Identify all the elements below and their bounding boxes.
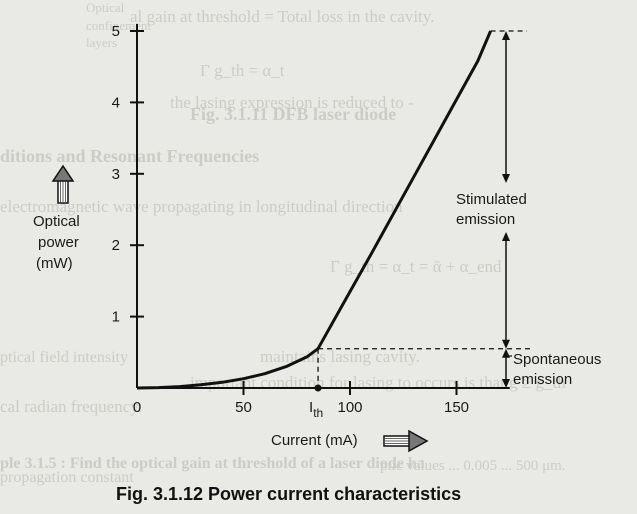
x-tick-label-100: 100	[337, 399, 362, 416]
threshold-label-main: I	[309, 399, 313, 416]
spontaneous-label-line2: emission	[513, 371, 572, 388]
stimulated-arrow-upper	[502, 31, 510, 183]
bg-opt: ptical field intensity	[0, 349, 128, 366]
y-axis-title-group: Optical power (mW)	[33, 164, 80, 272]
annotation-arrows	[502, 31, 512, 388]
bg-em: electromagnetic wave propagating in long…	[0, 197, 403, 216]
figure-caption: Fig. 3.1.12 Power current characteristic…	[116, 484, 461, 504]
stimulated-arrow-lower	[502, 232, 510, 349]
up-arrow-icon	[51, 164, 75, 204]
stimulated-label-line2: emission	[456, 211, 515, 228]
x-tick-label-0: 0	[133, 399, 141, 416]
stimulated-label-line1: Stimulated	[456, 191, 527, 208]
threshold-point	[314, 384, 322, 392]
spontaneous-label-line1: Spontaneous	[513, 351, 601, 368]
power-current-curve	[136, 30, 492, 390]
bg-rad: cal radian frequency.	[0, 397, 142, 416]
bg-imp: important condition for lasing to occurs…	[190, 373, 566, 392]
bg-head: ditions and Resonant Frequencies	[0, 146, 259, 166]
y-tick-label-5: 5	[112, 23, 120, 40]
background-bleed-text: Optical confinement layers al gain at th…	[0, 0, 566, 486]
bg-confinement: confinement	[86, 18, 151, 33]
threshold-label: Ith	[309, 399, 323, 420]
bg-cav: maintains lasing cavity.	[260, 347, 420, 366]
y-tick-label-3: 3	[112, 166, 120, 183]
bg-ex: ple 3.1.5 : Find the optical gain at thr…	[0, 455, 425, 472]
bg-eq2: Γ g_th = α_t	[200, 61, 285, 80]
y-axis-title-line3: (mW)	[36, 255, 73, 272]
x-axis-title: Current (mA)	[271, 432, 358, 449]
bg-fig: Fig. 3.1.11 DFB laser diode	[190, 104, 396, 124]
x-tick-label-50: 50	[235, 399, 252, 416]
x-axis-title-group: Current (mA)	[271, 429, 429, 453]
y-axis-ticks: 1 2 3 4 5	[112, 23, 144, 326]
bg-optical: Optical	[86, 0, 125, 15]
y-tick-label-2: 2	[112, 237, 120, 254]
bg-layers: layers	[86, 35, 117, 50]
y-tick-label-1: 1	[112, 309, 120, 326]
bg-eq4: Γ g_th = α_t = ᾱ + α_end	[330, 257, 502, 276]
bg-eq3: the lasing expression is reduced to -	[170, 93, 414, 112]
right-arrow-icon	[383, 429, 429, 453]
y-axis-title-line1: Optical	[33, 213, 80, 230]
x-axis-ticks: 0 50 100 150	[133, 381, 469, 416]
y-tick-label-4: 4	[112, 94, 120, 111]
threshold-label-sub: th	[313, 406, 323, 420]
x-tick-label-150: 150	[444, 399, 469, 416]
bg-last: ptic values ... 0.005 ... 500 μm.	[380, 458, 566, 474]
y-axis-title-line2: power	[38, 234, 79, 251]
bg-eq1: al gain at threshold = Total loss in the…	[130, 7, 434, 26]
bg-prop: propagation constant	[0, 469, 134, 486]
